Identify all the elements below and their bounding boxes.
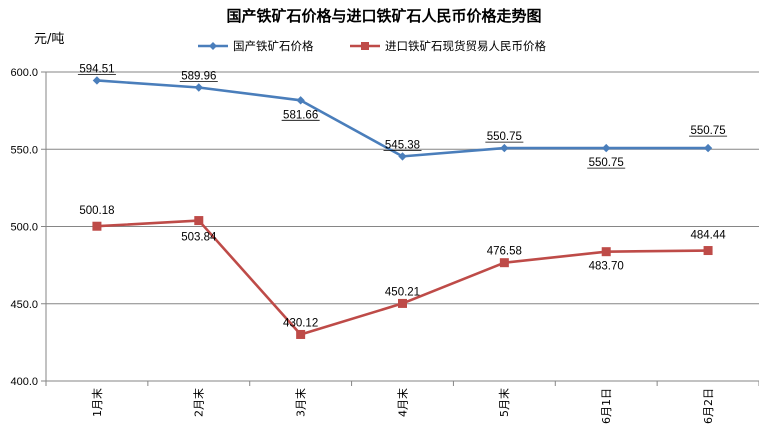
y-tick-label: 450.0 — [10, 299, 38, 311]
legend: 国产铁矿石价格 进口铁矿石现货贸易人民币价格 — [198, 39, 546, 53]
data-point-square — [194, 216, 204, 226]
data-point-square — [296, 329, 306, 339]
data-label: 430.12 — [283, 317, 318, 329]
data-label: 581.66 — [283, 109, 318, 121]
data-point-diamond — [398, 152, 407, 161]
data-label: 483.70 — [589, 261, 624, 273]
data-label: 550.75 — [487, 131, 522, 143]
data-point-diamond — [602, 143, 611, 153]
data-point-diamond — [500, 143, 509, 153]
data-label: 589.96 — [181, 71, 216, 83]
data-label: 550.75 — [589, 157, 624, 169]
data-label: 476.58 — [487, 246, 522, 258]
x-axis-ticks: 1月末 2月末 3月末 4月末 5月末 6月1日 6月2日 — [45, 381, 759, 424]
data-label: 545.38 — [385, 139, 420, 151]
x-tick-label: 6月2日 — [702, 388, 715, 424]
x-tick-label: 1月末 — [90, 388, 104, 417]
data-label: 450.21 — [385, 286, 420, 298]
gridlines — [46, 71, 759, 305]
x-tick-label: 4月末 — [395, 388, 409, 417]
legend-label-domestic: 国产铁矿石价格 — [233, 39, 314, 53]
legend-diamond-marker — [209, 42, 217, 50]
data-point-square — [601, 247, 611, 257]
data-point-square — [499, 258, 509, 268]
data-point-square — [398, 298, 407, 308]
y-axis-ticks: 400.0 450.0 500.0 550.0 600.0 — [10, 67, 46, 388]
x-tick-label: 2月末 — [192, 388, 206, 417]
data-label: 550.75 — [690, 125, 725, 137]
data-point-diamond — [703, 143, 713, 153]
data-point-diamond — [296, 96, 305, 105]
data-label: 594.51 — [79, 63, 114, 75]
x-tick-label: 3月末 — [293, 388, 307, 417]
data-point-square — [92, 221, 102, 231]
data-point-square — [703, 246, 713, 256]
y-tick-label: 400.0 — [10, 376, 38, 388]
series-group: 594.51 589.96 581.66 545.38 550.75 550.75 550.… — [77, 63, 728, 339]
data-point-diamond — [194, 83, 203, 92]
data-label: 484.44 — [690, 230, 726, 242]
legend-square-marker — [361, 42, 369, 50]
y-tick-label: 600.0 — [10, 67, 38, 79]
y-tick-label: 500.0 — [10, 222, 38, 234]
legend-label-import: 进口铁矿石现货贸易人民币价格 — [385, 39, 546, 53]
data-point-diamond — [92, 76, 102, 85]
data-label: 503.84 — [181, 232, 217, 244]
x-tick-label: 6月1日 — [600, 388, 613, 424]
chart-title: 国产铁矿石价格与进口铁矿石人民币价格走势图 — [226, 7, 541, 25]
y-tick-label: 550.0 — [10, 144, 38, 156]
x-tick-label: 5月末 — [497, 388, 511, 417]
data-label: 500.18 — [79, 205, 114, 217]
y-axis-unit-label: 元/吨 — [34, 32, 64, 47]
